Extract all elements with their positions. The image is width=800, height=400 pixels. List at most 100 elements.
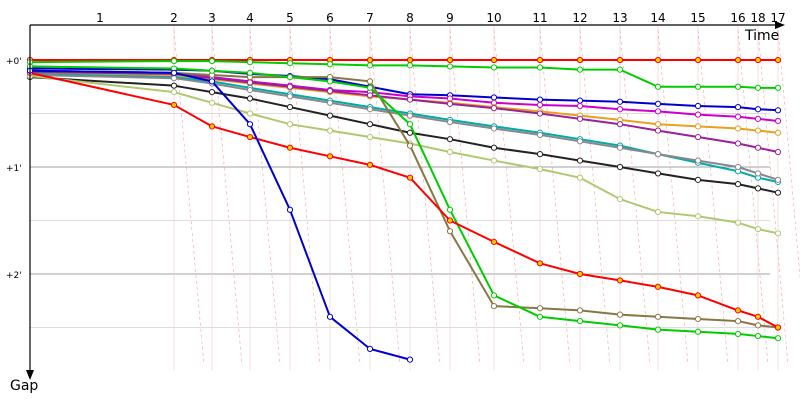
data-point (734, 219, 742, 226)
series-line (29, 65, 779, 340)
data-point (774, 176, 782, 183)
data-point (536, 151, 544, 158)
x-tick-label: 15 (690, 11, 705, 25)
data-point (208, 99, 216, 106)
data-point (406, 96, 414, 103)
y-tick-label: +2' (6, 271, 22, 281)
data-point (754, 185, 762, 192)
data-point (490, 105, 498, 112)
data-point (734, 113, 742, 120)
x-tick-label: 8 (406, 11, 414, 25)
y-tick-label: +1' (6, 164, 22, 174)
x-axis-arrow (775, 21, 785, 29)
x-tick-label: 2 (170, 11, 178, 25)
data-point (754, 84, 762, 91)
data-point (754, 115, 762, 122)
data-point (774, 189, 782, 196)
data-point (654, 56, 662, 64)
data-point (446, 63, 454, 70)
x-axis-label: Time (744, 28, 779, 44)
x-tick-label: 4 (246, 11, 254, 25)
data-point (774, 230, 782, 237)
data-point (170, 75, 178, 82)
data-point (774, 107, 782, 114)
data-point (406, 62, 414, 69)
data-point (366, 84, 374, 91)
x-tick-label: 13 (612, 11, 627, 25)
data-point (366, 92, 374, 99)
data-point (326, 87, 334, 95)
data-point (654, 83, 662, 90)
x-tick-labels: 1 2 3 4 5 6 7 8 9 10 11 12 13 14 15 16 18 17 (96, 11, 785, 25)
series-line (29, 60, 778, 89)
series-line (29, 71, 779, 134)
data-point (366, 133, 374, 141)
data-point (734, 330, 742, 338)
data-point (774, 56, 782, 64)
data-point (616, 163, 624, 171)
data-point (406, 121, 414, 128)
data-point (446, 228, 454, 235)
data-point (246, 95, 254, 102)
y-axis-label: Gap (10, 378, 38, 394)
x-tick-label: 17 (770, 11, 785, 25)
data-point (654, 100, 662, 107)
data-point (654, 108, 662, 115)
data-point (754, 170, 762, 177)
data-point (286, 83, 294, 90)
grid-dash (249, 29, 281, 366)
data-point (406, 174, 414, 181)
data-point (694, 102, 702, 110)
data-point (576, 157, 584, 164)
data-point (366, 106, 374, 113)
data-point (208, 57, 216, 65)
x-tick-label: 18 (750, 11, 765, 25)
data-point (694, 315, 702, 323)
y-tick-label: +0' (6, 57, 22, 67)
data-point (490, 292, 498, 299)
data-point (406, 56, 414, 64)
data-point (246, 133, 254, 141)
series-line (29, 75, 779, 235)
data-point (208, 89, 216, 96)
grid-dash (697, 29, 729, 366)
data-point (576, 174, 584, 181)
data-point (734, 163, 742, 171)
x-tick-label: 12 (572, 11, 587, 25)
data-point (616, 277, 624, 284)
data-point (694, 213, 702, 220)
data-point (536, 166, 544, 173)
grid-dash (539, 29, 571, 366)
data-point (246, 110, 254, 117)
data-point (208, 67, 216, 74)
data-point (754, 127, 762, 134)
data-point (754, 106, 762, 113)
data-point (446, 217, 454, 224)
data-point (366, 56, 374, 64)
data-point (654, 326, 662, 333)
data-point (616, 322, 624, 329)
data-point (654, 313, 662, 320)
grid-dash (657, 29, 689, 366)
series-line (29, 69, 779, 122)
data-point (754, 56, 762, 64)
x-tick-label: 10 (486, 11, 501, 25)
data-point (654, 151, 662, 158)
data-point (286, 74, 294, 81)
data-point (694, 123, 702, 130)
axes: Time Gap (10, 21, 785, 394)
x-tick-label: 7 (366, 11, 374, 25)
data-point (734, 56, 742, 64)
data-point (170, 89, 178, 96)
data-point (774, 84, 782, 91)
grid-dash (757, 29, 789, 366)
data-point (694, 157, 702, 164)
data-point (536, 64, 544, 71)
data-point (446, 56, 454, 64)
data-point (246, 86, 254, 94)
data-point (616, 144, 624, 151)
data-point (246, 121, 254, 128)
x-tick-label: 16 (730, 11, 745, 25)
x-tick-label: 5 (286, 11, 294, 25)
data-point (654, 127, 662, 134)
